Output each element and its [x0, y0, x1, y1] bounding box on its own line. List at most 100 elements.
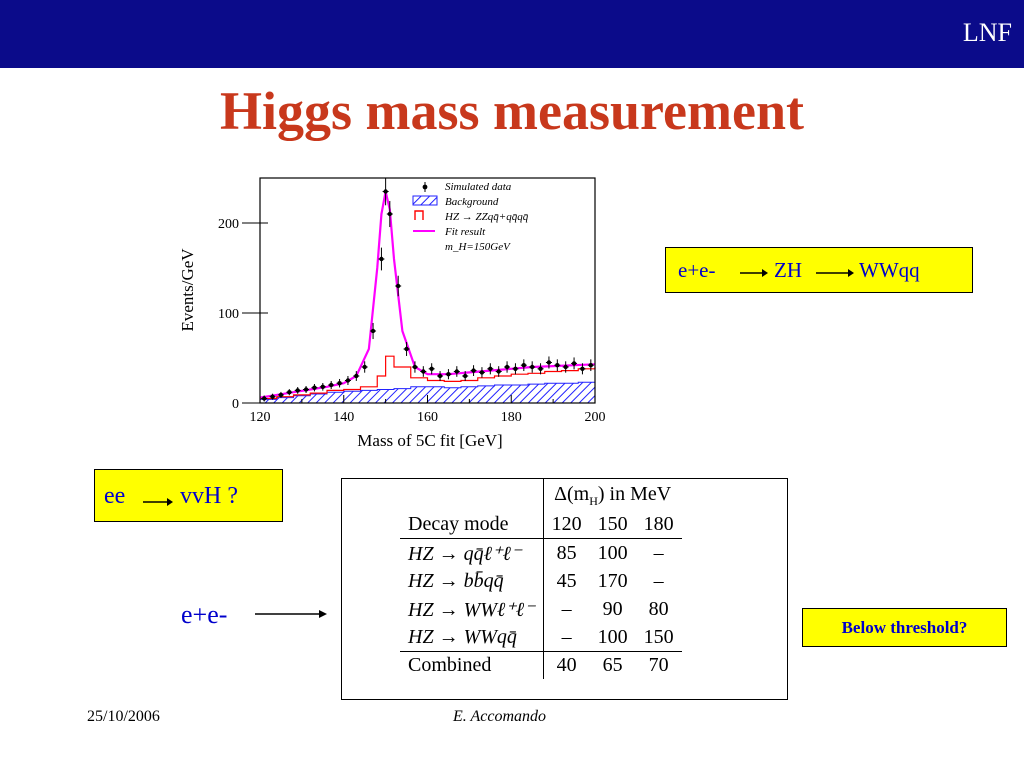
data-marker	[454, 369, 460, 374]
process-mid: ZH	[774, 258, 802, 282]
data-marker	[362, 364, 367, 370]
decay-mode: HZ → qq̄ℓ⁺ℓ⁻	[408, 543, 522, 565]
data-point	[462, 371, 469, 381]
data-marker	[328, 382, 334, 388]
mass-histogram: 120 140 160 180 200 0 100 200 Simulated data Bac…	[175, 170, 625, 460]
ee-label: e+e-	[181, 600, 228, 629]
data-point	[361, 361, 368, 373]
data-point	[587, 359, 594, 372]
vvh-rhs: vvH ?	[180, 483, 238, 509]
data-marker	[521, 363, 527, 368]
data-marker	[337, 381, 342, 386]
data-marker	[312, 385, 317, 390]
data-marker	[555, 363, 560, 368]
data-marker	[479, 370, 485, 375]
data-point	[529, 361, 536, 373]
data-point	[504, 361, 511, 373]
process-box: e+e- ZH WWqq	[665, 247, 973, 293]
data-marker	[429, 366, 434, 371]
table-combined-row: Combined 40 65 70	[400, 651, 682, 679]
data-point	[311, 383, 318, 392]
data-marker	[513, 366, 518, 371]
data-marker	[412, 364, 418, 370]
resolution-table-frame: Δ(mH) in MeV Decay mode 120 150 180 HZ →…	[341, 478, 788, 700]
table-cell: 150	[643, 626, 674, 648]
data-marker	[370, 328, 376, 334]
table-cell: 100	[597, 542, 628, 564]
signal-histogram	[260, 355, 596, 400]
legend-label: m_H=150GeV	[445, 241, 511, 253]
table-row: HZ → WWqq̄ – 100 150	[400, 624, 682, 652]
data-marker	[270, 394, 275, 399]
data-marker	[437, 373, 443, 379]
arrow-right-icon	[816, 269, 854, 277]
data-point	[487, 363, 494, 375]
data-point	[403, 342, 410, 356]
decay-mode: HZ → bb̄qq̄	[408, 570, 504, 592]
org-label: LNF	[962, 18, 1012, 47]
y-tick-label: 200	[218, 217, 239, 232]
data-point	[269, 393, 276, 400]
column-mass: 120	[542, 511, 590, 539]
vvh-box: ee vvH ?	[94, 469, 283, 522]
table-cell: 170	[597, 570, 628, 592]
data-point	[420, 366, 427, 377]
y-tick-label: 100	[218, 307, 239, 322]
data-point	[428, 363, 435, 375]
data-point	[478, 367, 485, 378]
slide-title: Higgs mass measurement	[220, 81, 804, 141]
data-point	[395, 275, 402, 297]
resolution-table: Δ(mH) in MeV Decay mode 120 150 180 HZ →…	[400, 479, 682, 679]
table-quantity-header: Δ(mH) in MeV	[542, 479, 682, 511]
data-marker	[529, 364, 535, 370]
data-marker	[580, 366, 585, 371]
data-point	[545, 356, 552, 369]
legend-marker	[422, 184, 428, 190]
data-point	[303, 386, 310, 393]
table-row: HZ → qq̄ℓ⁺ℓ⁻ 85 100 –	[400, 538, 682, 568]
data-point	[579, 363, 586, 375]
legend-entry: Fit result	[413, 226, 486, 238]
y-axis-label: Events/GeV	[178, 248, 197, 332]
data-marker	[571, 361, 577, 366]
threshold-box: Below threshold?	[802, 608, 1007, 647]
data-marker	[504, 364, 510, 370]
table-header-row: Δ(mH) in MeV	[400, 479, 682, 511]
data-marker	[488, 366, 493, 371]
x-tick-label: 120	[250, 410, 271, 425]
data-marker	[588, 363, 594, 368]
legend-entry: Simulated data	[422, 181, 512, 193]
data-marker	[278, 392, 284, 398]
data-marker	[345, 378, 351, 383]
data-marker	[563, 364, 568, 370]
table-row: HZ → WWℓ⁺ℓ⁻ – 90 80	[400, 595, 682, 624]
plot-area	[260, 178, 595, 403]
data-marker	[295, 388, 300, 393]
data-point	[319, 382, 326, 391]
table-cell: –	[542, 595, 590, 624]
legend-entry: Background	[412, 195, 499, 208]
histogram-svg: 120 140 160 180 200 0 100 200 Simulated data Bac…	[178, 177, 606, 450]
table-cell: –	[653, 570, 664, 592]
data-point	[520, 359, 527, 372]
table-cell: –	[542, 624, 590, 652]
table-cell: 40	[542, 651, 590, 679]
data-marker	[546, 360, 552, 365]
arrow-right-icon	[143, 498, 173, 506]
vvh-lhs: ee	[104, 483, 126, 509]
decay-mode-header: Decay mode	[408, 513, 509, 535]
x-axis-label: Mass of 5C fit [GeV]	[357, 431, 502, 450]
column-mass: 150	[597, 513, 628, 535]
table-cell: 80	[648, 598, 669, 620]
data-point	[437, 371, 444, 381]
data-marker	[496, 369, 501, 374]
data-point	[453, 366, 460, 377]
decay-mode: HZ → WWℓ⁺ℓ⁻	[408, 599, 535, 621]
data-point	[470, 365, 477, 376]
legend-entry: HZ → ZZqq̄+qq̄qq̄	[414, 210, 529, 223]
data-point	[294, 387, 301, 394]
legend-label: HZ → ZZqq̄+qq̄qq̄	[444, 211, 529, 223]
data-point	[353, 371, 360, 381]
data-marker	[421, 369, 426, 374]
data-point	[277, 391, 284, 398]
